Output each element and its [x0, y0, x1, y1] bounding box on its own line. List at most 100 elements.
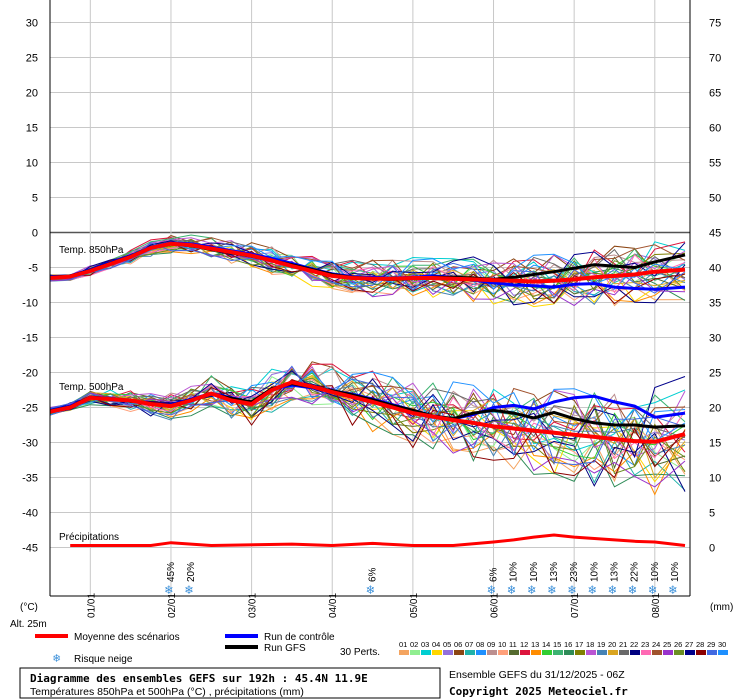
pert-legend-swatch [432, 650, 442, 655]
y-tick-label-left: -15 [22, 333, 38, 345]
snowflake-icon: ❄ [366, 583, 375, 598]
snowflake-icon: ❄ [668, 583, 677, 598]
pert-legend-swatch [509, 650, 519, 655]
snow-risk-percent: 10% [529, 562, 540, 582]
legend-control-label: Run de contrôle [264, 632, 335, 643]
pert-legend-swatch [652, 650, 662, 655]
pert-line-t850 [49, 242, 686, 298]
pert-line-t500 [49, 370, 686, 456]
legend-snow-label: Risque neige [74, 654, 133, 665]
pert-legend-number: 23 [641, 640, 649, 649]
pert-legend-swatch [553, 650, 563, 655]
y-tick-label-right: 30 [709, 333, 721, 345]
annotation-t500: Temp. 500hPa [59, 382, 124, 393]
snow-risk-percent: 10% [670, 562, 681, 582]
pert-line-t500 [49, 367, 686, 470]
snowflake-icon: ❄ [527, 583, 536, 598]
pert-legend-swatch [641, 650, 651, 655]
annotation-t850: Temp. 850hPa [59, 245, 124, 256]
pert-line-t500 [49, 393, 686, 496]
pert-legend-number: 11 [509, 640, 517, 649]
pert-legend-number: 14 [542, 640, 550, 649]
y-tick-label-right: 55 [709, 158, 721, 170]
y-tick-label-left: 5 [32, 193, 38, 205]
snowflake-icon: ❄ [53, 651, 60, 665]
pert-legend-swatch [597, 650, 607, 655]
altitude-label: Alt. 25m [10, 619, 47, 630]
footer-title-box [19, 667, 441, 699]
x-tick-label: 05/01 [409, 593, 420, 618]
right-axis-unit: (mm) [710, 602, 733, 613]
legend: Moyenne des scénarios Run de contrôle Ru… [35, 632, 728, 665]
snow-risk-percent: 13% [609, 562, 620, 582]
pert-line-t500 [49, 365, 686, 466]
snowflake-icon: ❄ [184, 583, 193, 598]
pert-legend-swatch [685, 650, 695, 655]
legend-mean-label: Moyenne des scénarios [74, 632, 180, 643]
grid [50, 0, 690, 596]
snowflake-icon: ❄ [648, 583, 657, 598]
pert-legend-swatch [520, 650, 530, 655]
snowflake-icon: ❄ [587, 583, 596, 598]
pert-line-t500 [49, 386, 686, 488]
x-tick-label: 03/01 [248, 593, 259, 618]
perturbation-legend: 01 02 03 04 05 06 07 08 09 10 11 12 13 14 15 16 17 18 19 20… [399, 640, 728, 655]
pert-legend-number: 30 [718, 640, 726, 649]
y-tick-label-right: 10 [709, 473, 721, 485]
pert-legend-number: 09 [487, 640, 495, 649]
series-line-t850 [49, 241, 686, 284]
y-tick-label-right: 65 [709, 88, 721, 100]
y-tick-label-right: 45 [709, 228, 721, 240]
snowflake-icon: ❄ [164, 583, 173, 598]
pert-legend-number: 26 [674, 640, 682, 649]
pert-legend-swatch [707, 650, 717, 655]
footer-title: Diagramme des ensembles GEFS sur 192h : … [30, 672, 368, 685]
y-tick-label-right: 20 [709, 403, 721, 415]
snow-risk-percent: 10% [509, 562, 520, 582]
y-tick-label-right: 0 [709, 543, 715, 555]
snow-risk-percent: 23% [569, 562, 580, 582]
snow-risk-percent: 10% [589, 562, 600, 582]
series-line-precip [70, 533, 686, 548]
annotation-precip: Précipitations [59, 532, 119, 543]
snowflake-icon: ❄ [547, 583, 556, 598]
pert-legend-swatch [630, 650, 640, 655]
pert-legend-number: 02 [410, 640, 418, 649]
legend-gfs-label: Run GFS [264, 643, 306, 654]
pert-legend-swatch [476, 650, 486, 655]
y-tick-label-left: -20 [22, 368, 38, 380]
pert-legend-number: 10 [498, 640, 506, 649]
pert-legend-number: 19 [597, 640, 605, 649]
pert-legend-swatch [619, 650, 629, 655]
pert-line-t850 [49, 243, 686, 290]
snow-risk-percent: 6% [489, 567, 500, 582]
snowflake-icon: ❄ [567, 583, 576, 598]
x-tick-label: 04/01 [328, 593, 339, 618]
pert-legend-number: 25 [663, 640, 671, 649]
pert-legend-swatch [410, 650, 420, 655]
pert-legend-swatch [542, 650, 552, 655]
y-tick-label-left: 15 [26, 123, 38, 135]
pert-legend-swatch [454, 650, 464, 655]
y-tick-label-left: 25 [26, 53, 38, 65]
pert-legend-number: 27 [685, 640, 693, 649]
pert-legend-number: 03 [421, 640, 429, 649]
pert-line-t500 [49, 380, 686, 488]
y-tick-label-right: 5 [709, 508, 715, 520]
pert-legend-swatch [531, 650, 541, 655]
pert-legend-swatch [663, 650, 673, 655]
pert-legend-number: 05 [443, 640, 451, 649]
pert-legend-number: 07 [465, 640, 473, 649]
x-tick-label: 08/01 [651, 593, 662, 618]
y-tick-label-left: 0 [32, 228, 38, 240]
snow-risk-percent: 22% [630, 562, 641, 582]
snowflake-icon: ❄ [607, 583, 616, 598]
y-tick-label-left: -45 [22, 543, 38, 555]
pert-legend-swatch [498, 650, 508, 655]
x-tick-label: 07/01 [570, 593, 581, 618]
y-tick-label-left: -10 [22, 298, 38, 310]
y-tick-label-left: -30 [22, 438, 38, 450]
y-tick-label-right: 25 [709, 368, 721, 380]
